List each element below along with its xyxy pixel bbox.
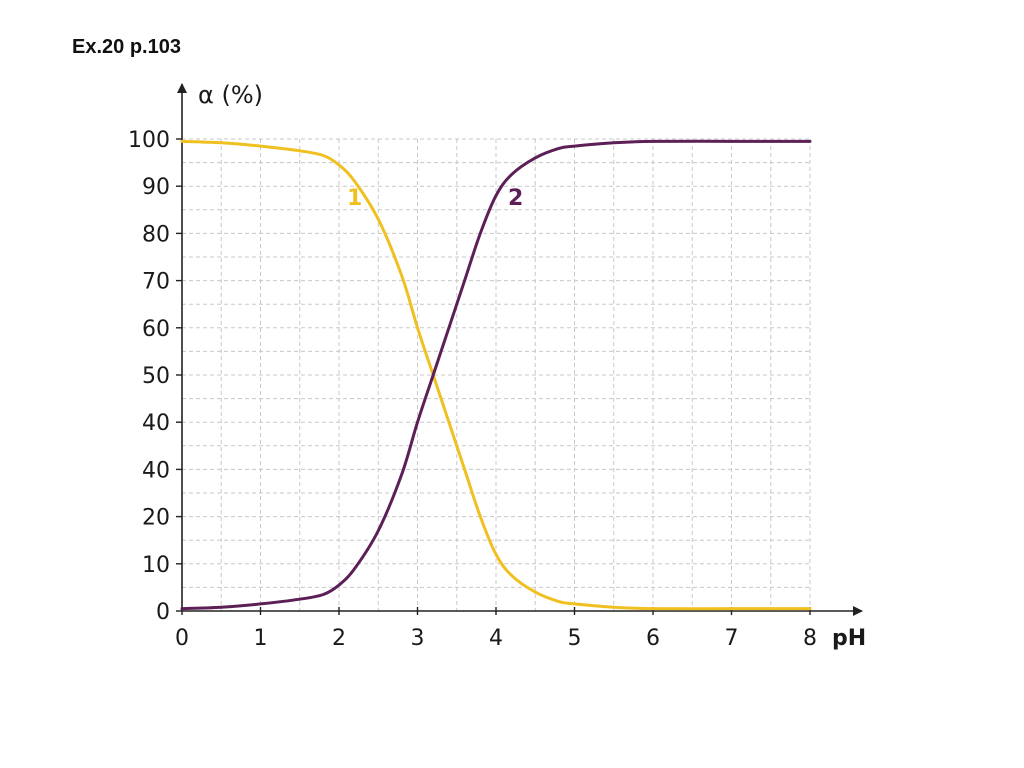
y-tick-label: 80 [142, 222, 170, 247]
y-tick-label: 90 [142, 175, 170, 200]
y-tick-label: 40 [142, 411, 170, 436]
grid [182, 138, 811, 611]
curve-label-2: 2 [508, 186, 523, 211]
y-tick-label: 0 [156, 600, 170, 625]
x-tick-label: 2 [332, 626, 346, 651]
x-tick-label: 4 [489, 626, 503, 651]
y-axis-label: α (%) [198, 81, 263, 109]
y-tick-label: 100 [128, 128, 170, 153]
x-tick-label: 7 [725, 626, 739, 651]
series-line-2 [180, 139, 812, 611]
x-tick-label: 8 [803, 626, 817, 651]
series [180, 139, 812, 611]
x-tick-label: 1 [254, 626, 268, 651]
exercise-title: Ex.20 p.103 [72, 36, 181, 58]
y-tick-label: 50 [142, 364, 170, 389]
y-tick-label: 20 [142, 506, 170, 531]
y-tick-label: 40 [142, 458, 170, 483]
y-tick-label: 60 [142, 317, 170, 342]
series-line-1 [180, 139, 812, 611]
axes [176, 83, 863, 616]
y-tick-label: 70 [142, 270, 170, 295]
x-tick-label: 0 [175, 626, 189, 651]
x-tick-label: 5 [568, 626, 582, 651]
y-tick-label: 10 [142, 553, 170, 578]
x-tick-label: 3 [411, 626, 425, 651]
x-axis-label: pH [832, 626, 866, 651]
x-tick-label: 6 [646, 626, 660, 651]
curve-label-1: 1 [347, 186, 362, 211]
